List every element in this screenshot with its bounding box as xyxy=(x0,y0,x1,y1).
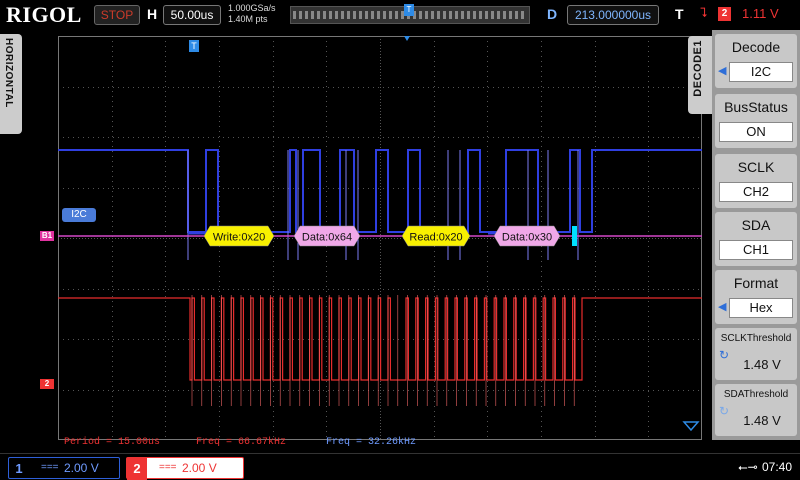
menu-sclk[interactable]: SCLK CH2 xyxy=(715,154,797,208)
measurement-readouts: Period = 15.00us Freq = 66.67kHz Freq = … xyxy=(64,437,704,451)
select-arrow-icon: ◀ xyxy=(718,65,727,77)
menu-sda[interactable]: SDA CH1 xyxy=(715,212,797,266)
dc-coupling-icon: === xyxy=(41,462,59,473)
menu-format-label: Format xyxy=(733,275,779,291)
ch2-position-marker[interactable]: 2 xyxy=(40,379,54,389)
menu-sda-threshold[interactable]: SDAThreshold ↻ 1.48 V xyxy=(715,384,797,436)
trigger-edge-icon: ⮧ xyxy=(700,5,708,20)
menu-format-value[interactable]: Hex xyxy=(729,298,793,318)
menu-sda-label: SDA xyxy=(741,217,771,233)
bus-position-marker[interactable]: B1 xyxy=(40,231,54,241)
menu-busstatus[interactable]: BusStatus ON xyxy=(715,94,797,148)
trigger-label: T xyxy=(675,6,684,22)
horizontal-tab-label: HORIZONTAL xyxy=(3,38,14,108)
acquisition-info: 1.000GSa/s 1.40M pts xyxy=(228,3,276,25)
top-status-bar: RIGOL STOP H 50.00us 1.000GSa/s 1.40M pt… xyxy=(0,0,800,30)
ch1-scale: 2.00 V xyxy=(64,461,99,475)
run-stop-indicator[interactable]: STOP xyxy=(94,5,140,25)
horizontal-tab[interactable]: HORIZONTAL xyxy=(0,34,22,134)
menu-format[interactable]: Format ◀ Hex xyxy=(715,270,797,324)
svg-text:T: T xyxy=(191,41,197,51)
trigger-source-badge[interactable]: 2 xyxy=(718,7,731,21)
ack-marker xyxy=(572,226,577,246)
memory-depth: 1.40M pts xyxy=(228,14,268,24)
decode-menu-tab-label: DECODE1 xyxy=(692,40,704,97)
trigger-level[interactable]: 1.11 V xyxy=(742,6,779,21)
decode-frame-label: Data:0x30 xyxy=(502,232,552,244)
decode-menu-tab[interactable]: DECODE1 xyxy=(688,36,712,114)
decode-frame xyxy=(493,225,561,247)
ch1-number: 1 xyxy=(15,461,23,476)
period-measurement: Period = 15.00us xyxy=(64,437,161,448)
menu-sda-value[interactable]: CH1 xyxy=(719,240,793,260)
rotary-knob-icon: ↻ xyxy=(719,404,730,418)
ch1-frequency-measurement: Freq = 32.26kHz xyxy=(326,437,417,448)
ch2-frequency-measurement: Freq = 66.67kHz xyxy=(196,437,287,448)
system-clock: 07:40 xyxy=(762,460,793,474)
menu-sda-threshold-label: SDAThreshold xyxy=(723,389,789,400)
offscreen-arrow-icon xyxy=(682,421,700,432)
menu-sclk-value[interactable]: CH2 xyxy=(719,182,793,202)
decode-frame xyxy=(293,225,361,247)
menu-decode[interactable]: Decode ◀ I2C xyxy=(715,34,797,88)
decode-frame xyxy=(401,225,471,247)
decode-frame-label: Read:0x20 xyxy=(409,232,462,244)
decode-frame-label: Data:0x64 xyxy=(302,232,352,244)
menu-busstatus-value[interactable]: ON xyxy=(719,122,793,142)
graticule xyxy=(58,36,702,440)
menu-decode-value[interactable]: I2C xyxy=(729,62,793,82)
ch2-scale: 2.00 V xyxy=(182,461,217,475)
horizontal-label: H xyxy=(147,6,158,22)
menu-sclk-threshold[interactable]: SCLKThreshold ↻ 1.48 V xyxy=(715,328,797,380)
select-arrow-icon: ◀ xyxy=(718,301,727,313)
bus-label: I2C xyxy=(62,208,96,222)
ch2-status[interactable]: 2 === 2.00 V xyxy=(126,457,244,480)
menu-decode-label: Decode xyxy=(731,39,781,55)
decode-frame-label: Write:0x20 xyxy=(213,232,265,244)
menu-sclk-threshold-value[interactable]: 1.48 V xyxy=(743,357,781,372)
dc-coupling-icon: === xyxy=(159,462,177,473)
waveform-canvas: Write:0x20 Data:0x64 Read:0x20 Data:0x30 T xyxy=(58,36,702,440)
decode-menu: Decode ◀ I2C BusStatus ON SCLK CH2 SDA C… xyxy=(712,30,800,440)
usb-icon: ⭠⊸ xyxy=(738,460,758,474)
delay-label: D xyxy=(547,6,558,22)
menu-sda-threshold-value[interactable]: 1.48 V xyxy=(743,413,781,428)
scl-waveform xyxy=(58,295,702,406)
timebase-field[interactable]: 50.00us xyxy=(163,5,221,25)
grid-border xyxy=(58,36,702,440)
decode-frame xyxy=(203,225,275,247)
waveform-display[interactable]: Write:0x20 Data:0x64 Read:0x20 Data:0x30 T … xyxy=(58,36,702,440)
bottom-channel-bar: 1 === 2.00 V 2 === 2.00 V ⭠⊸ 07:40 xyxy=(0,453,800,480)
menu-busstatus-label: BusStatus xyxy=(724,99,788,115)
horizontal-delay-field[interactable]: 213.000000us xyxy=(567,5,659,25)
memory-position-bar: T xyxy=(290,4,530,24)
menu-sclk-threshold-label: SCLKThreshold xyxy=(720,333,792,344)
sample-rate: 1.000GSa/s xyxy=(228,3,276,13)
ch2-number: 2 xyxy=(127,458,147,480)
rotary-knob-icon: ↻ xyxy=(719,348,730,362)
trigger-position-marker: T xyxy=(189,40,199,52)
brand-logo: RIGOL xyxy=(6,2,82,27)
memory-trigger-marker: T xyxy=(404,4,414,16)
menu-sclk-label: SCLK xyxy=(737,159,775,175)
decode-frames: Write:0x20 Data:0x64 Read:0x20 Data:0x30 xyxy=(203,225,561,247)
center-marker-icon xyxy=(404,36,410,41)
ch1-status[interactable]: 1 === 2.00 V xyxy=(8,457,120,479)
